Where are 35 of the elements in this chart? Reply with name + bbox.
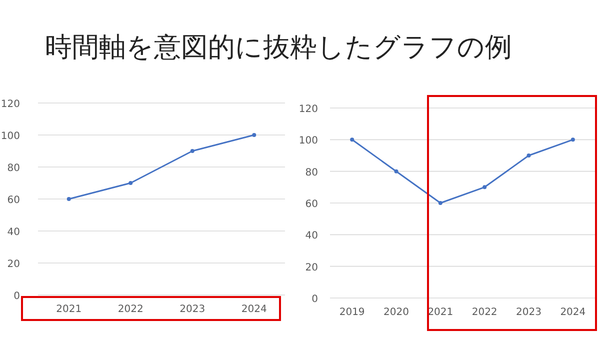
point	[526, 154, 531, 158]
x-tick-label: 2021	[56, 304, 82, 315]
x-tick-label: 2021	[428, 307, 454, 318]
x-tick-label: 2024	[241, 304, 267, 315]
chart-title: 時間軸を意図的に抜粋したグラフの例	[45, 32, 512, 63]
x-tick-label: 2024	[560, 307, 586, 318]
y-tick-label: 40	[305, 230, 318, 242]
point	[128, 181, 133, 185]
point	[190, 149, 194, 153]
point	[66, 197, 71, 201]
point	[570, 138, 575, 142]
x-tick-label: 2023	[516, 307, 542, 318]
y-tick-label: 60	[305, 199, 318, 210]
y-tick-label: 100	[298, 136, 318, 147]
x-tick-label: 2023	[180, 304, 206, 315]
point	[252, 133, 256, 137]
y-tick-label: 80	[7, 163, 20, 174]
point	[438, 201, 442, 205]
y-tick-label: 120	[298, 104, 318, 115]
y-tick-label: 80	[305, 167, 318, 178]
y-tick-label: 100	[0, 131, 20, 142]
y-tick-label: 0	[312, 294, 318, 305]
y-tick-label: 120	[0, 99, 20, 110]
point	[482, 185, 487, 190]
x-tick-label: 2022	[472, 307, 498, 318]
point	[394, 169, 398, 174]
point	[350, 138, 354, 142]
y-tick-label: 20	[305, 262, 318, 274]
x-tick-label: 2022	[118, 304, 144, 315]
x-tick-label: 2019	[339, 307, 365, 318]
y-tick-label: 20	[7, 259, 20, 270]
y-tick-label: 60	[7, 195, 20, 206]
y-tick-label: 0	[14, 291, 20, 302]
y-tick-label: 40	[7, 227, 20, 238]
x-tick-label: 2020	[384, 307, 409, 318]
